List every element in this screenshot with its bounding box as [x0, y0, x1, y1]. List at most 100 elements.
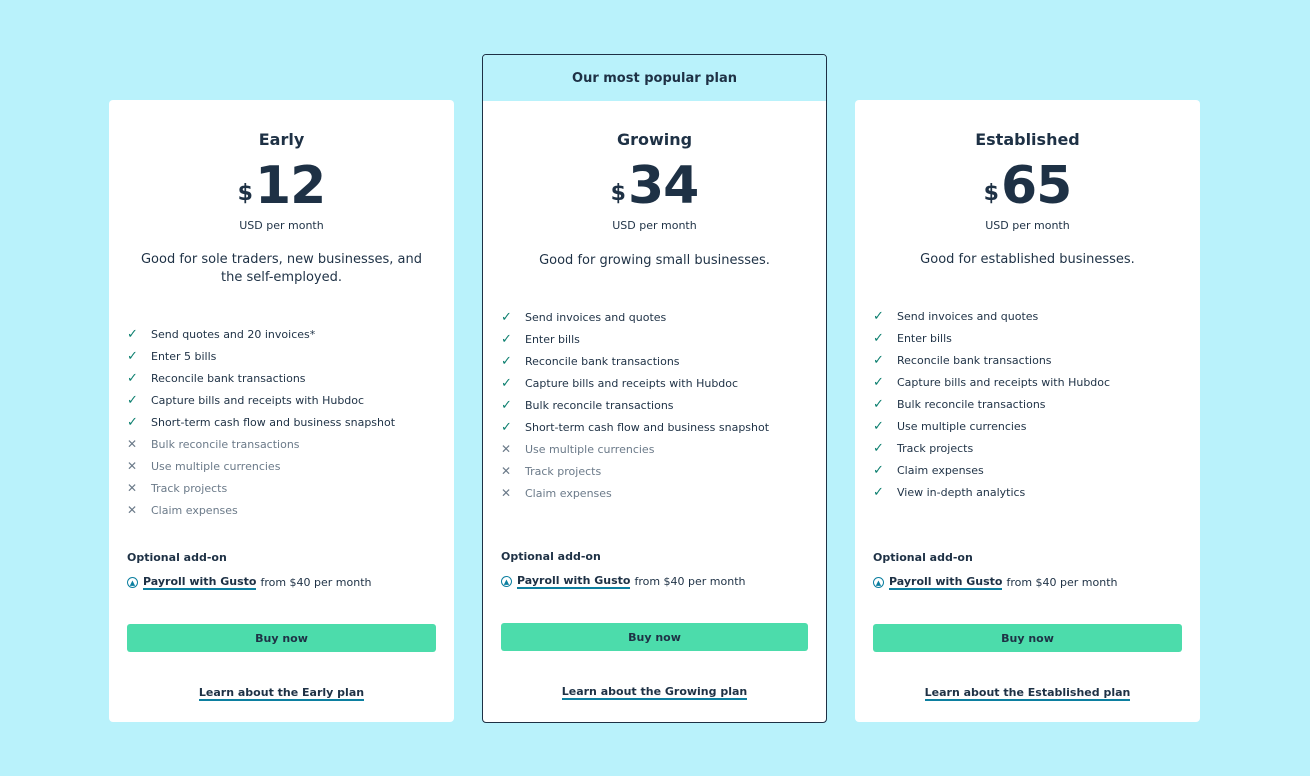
payroll-gusto-link[interactable]: Payroll with Gusto	[143, 575, 257, 590]
learn-more: Learn about the Established plan	[855, 681, 1200, 701]
feature-list: ✓ Send quotes and 20 invoices* ✓ Enter 5 bi…	[127, 323, 436, 521]
feature-text: Bulk reconcile transactions	[897, 397, 1046, 411]
feature-item: ✓ Send invoices and quotes	[873, 305, 1182, 327]
feature-item: ✓ Track projects	[873, 437, 1182, 459]
price-amount: 34	[627, 156, 699, 216]
feature-item: ✓ Reconcile bank transactions	[127, 367, 436, 389]
payroll-gusto-link[interactable]: Payroll with Gusto	[517, 574, 631, 589]
learn-early-link[interactable]: Learn about the Early plan	[198, 686, 365, 701]
feature-text: Reconcile bank transactions	[151, 371, 306, 385]
popular-banner: Our most popular plan	[483, 55, 826, 101]
learn-growing-link[interactable]: Learn about the Growing plan	[561, 685, 748, 700]
cross-icon: ✕	[501, 442, 512, 456]
price-period: USD per month	[239, 219, 324, 232]
check-icon: ✓	[501, 331, 512, 347]
feature-item: ✕ Claim expenses	[501, 482, 808, 504]
feature-item: ✓ Bulk reconcile transactions	[873, 393, 1182, 415]
feature-text: Enter bills	[525, 332, 580, 346]
feature-text: Capture bills and receipts with Hubdoc	[897, 375, 1111, 389]
price-currency: $	[610, 181, 626, 206]
check-icon: ✓	[873, 374, 884, 390]
feature-item: ✓ Capture bills and receipts with Hubdoc	[127, 389, 436, 411]
addon-line: ▲ Payroll with Gusto from $40 per month	[873, 575, 1118, 590]
feature-text: Send invoices and quotes	[897, 309, 1039, 323]
buy-now-button[interactable]: Buy now	[127, 624, 436, 652]
feature-item: ✕ Use multiple currencies	[127, 455, 436, 477]
learn-established-link[interactable]: Learn about the Established plan	[924, 686, 1131, 701]
feature-text: Enter bills	[897, 331, 952, 345]
feature-text: Send invoices and quotes	[525, 310, 667, 324]
cross-icon: ✕	[127, 437, 138, 451]
price-amount: 12	[254, 156, 326, 216]
feature-text: Claim expenses	[897, 463, 984, 477]
feature-item: ✓ Send invoices and quotes	[501, 306, 808, 328]
chevron-up-circle-icon[interactable]: ▲	[873, 577, 884, 588]
feature-item: ✕ Track projects	[501, 460, 808, 482]
feature-item: ✓ Short-term cash flow and business snaps…	[501, 416, 808, 438]
feature-text: Claim expenses	[525, 486, 612, 500]
feature-item: ✓ Reconcile bank transactions	[873, 349, 1182, 371]
plan-description: Good for established businesses.	[920, 252, 1135, 267]
feature-text: Send quotes and 20 invoices*	[151, 327, 316, 341]
plan-price: $ 34	[483, 160, 826, 212]
feature-item: ✓ Enter bills	[873, 327, 1182, 349]
feature-text: Track projects	[151, 481, 228, 495]
check-icon: ✓	[873, 462, 884, 478]
price-amount: 65	[1000, 156, 1072, 216]
addon-line: ▲ Payroll with Gusto from $40 per month	[127, 575, 372, 590]
price-period: USD per month	[985, 219, 1070, 232]
feature-text: Reconcile bank transactions	[525, 354, 680, 368]
feature-item: ✓ Reconcile bank transactions	[501, 350, 808, 372]
learn-more: Learn about the Early plan	[109, 681, 454, 701]
check-icon: ✓	[873, 330, 884, 346]
plan-name: Established	[975, 130, 1080, 149]
feature-text: Enter 5 bills	[151, 349, 217, 363]
addon-price: from $40 per month	[634, 575, 746, 588]
feature-item: ✕ Bulk reconcile transactions	[127, 433, 436, 455]
check-icon: ✓	[127, 348, 138, 364]
chevron-up-circle-icon[interactable]: ▲	[127, 577, 138, 588]
feature-item: ✕ Use multiple currencies	[501, 438, 808, 460]
feature-item: ✓ View in-depth analytics	[873, 481, 1182, 503]
payroll-gusto-link[interactable]: Payroll with Gusto	[889, 575, 1003, 590]
buy-now-button[interactable]: Buy now	[873, 624, 1182, 652]
check-icon: ✓	[873, 484, 884, 500]
feature-item: ✓ Enter 5 bills	[127, 345, 436, 367]
addon-price: from $40 per month	[1006, 576, 1118, 589]
check-icon: ✓	[873, 352, 884, 368]
price-period: USD per month	[612, 219, 697, 232]
feature-text: Reconcile bank transactions	[897, 353, 1052, 367]
feature-item: ✓ Send quotes and 20 invoices*	[127, 323, 436, 345]
check-icon: ✓	[873, 396, 884, 412]
check-icon: ✓	[501, 397, 512, 413]
plan-price: $ 12	[109, 160, 454, 212]
feature-item: ✓ Capture bills and receipts with Hubdoc	[873, 371, 1182, 393]
feature-text: Use multiple currencies	[151, 459, 281, 473]
plan-card-established: Established $ 65 USD per month Good for …	[855, 100, 1200, 722]
plan-name: Growing	[616, 130, 693, 149]
feature-list: ✓ Send invoices and quotes ✓ Enter bills ✓ Re…	[501, 306, 808, 504]
price-currency: $	[983, 181, 999, 206]
plan-price: $ 65	[855, 160, 1200, 212]
price-currency: $	[237, 181, 253, 206]
buy-now-button[interactable]: Buy now	[501, 623, 808, 651]
feature-text: Capture bills and receipts with Hubdoc	[525, 376, 739, 390]
feature-text: Bulk reconcile transactions	[525, 398, 674, 412]
plan-card-early: Early $ 12 USD per month Good for sole t…	[109, 100, 454, 722]
learn-more: Learn about the Growing plan	[483, 680, 826, 700]
check-icon: ✓	[501, 353, 512, 369]
feature-text: Track projects	[897, 441, 974, 455]
feature-text: Capture bills and receipts with Hubdoc	[151, 393, 365, 407]
check-icon: ✓	[873, 308, 884, 324]
cross-icon: ✕	[127, 503, 138, 517]
feature-item: ✕ Track projects	[127, 477, 436, 499]
check-icon: ✓	[501, 419, 512, 435]
feature-text: Short-term cash flow and business snapsh…	[151, 415, 396, 429]
chevron-up-circle-icon[interactable]: ▲	[501, 576, 512, 587]
feature-text: Claim expenses	[151, 503, 238, 517]
addon-heading: Optional add-on	[501, 550, 601, 563]
check-icon: ✓	[127, 326, 138, 342]
cross-icon: ✕	[127, 481, 138, 495]
cross-icon: ✕	[127, 459, 138, 473]
check-icon: ✓	[501, 375, 512, 391]
